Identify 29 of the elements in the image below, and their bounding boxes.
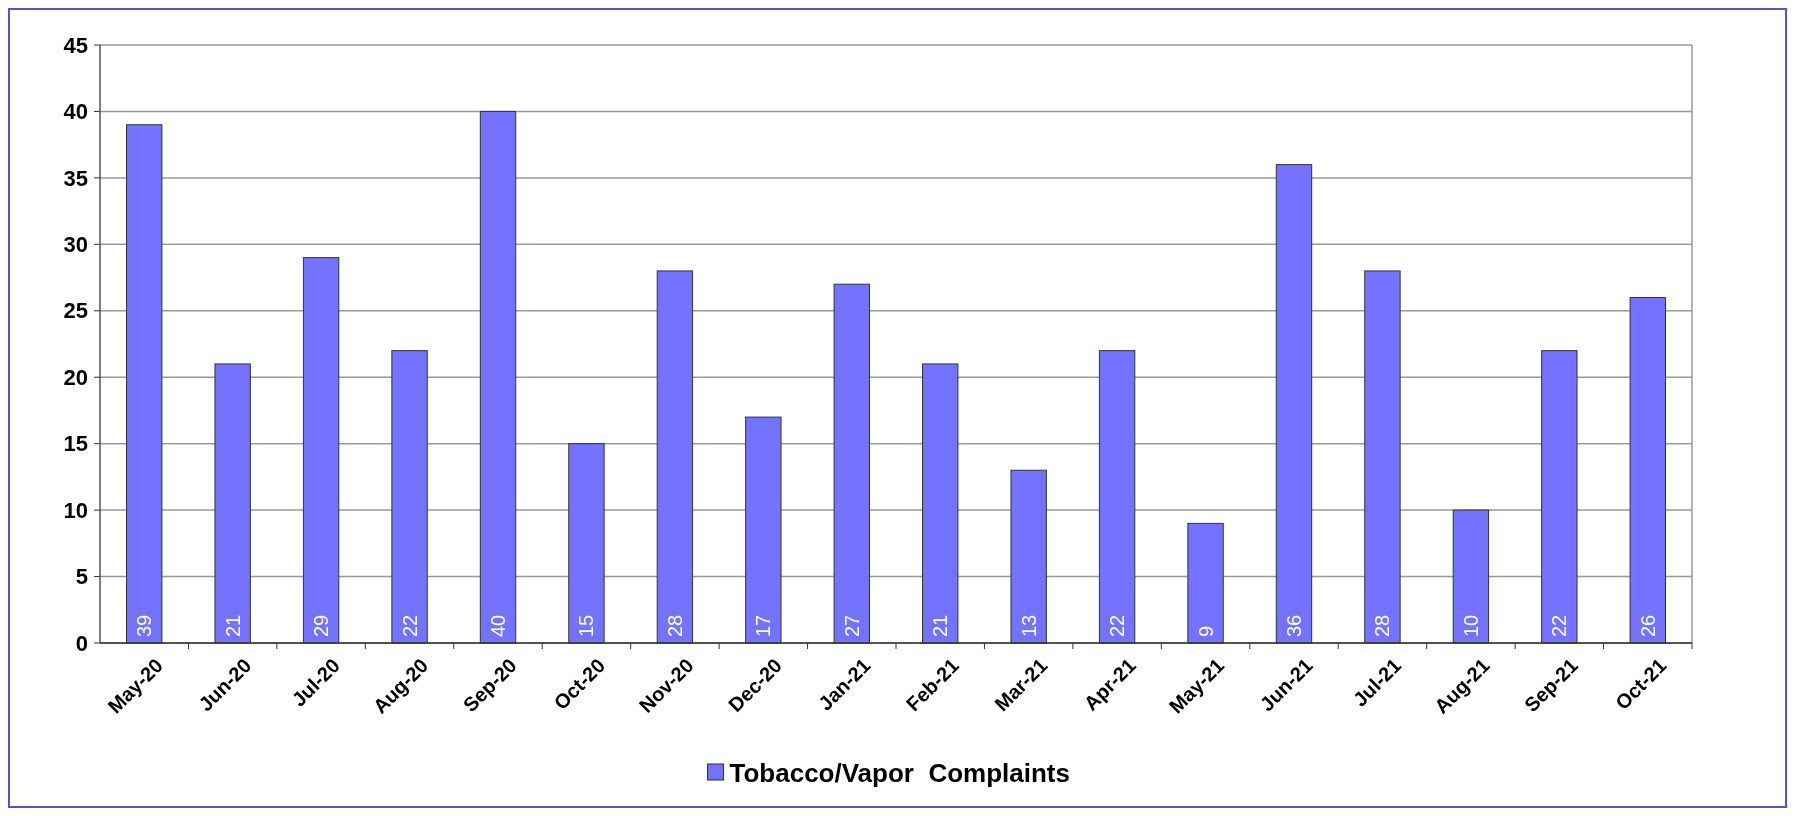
- y-tick-label: 35: [63, 165, 88, 191]
- y-tick-label: 30: [63, 232, 88, 258]
- y-tick-label: 40: [63, 99, 88, 125]
- data-label: 26: [1636, 614, 1659, 637]
- legend-label: Tobacco/Vapor Complaints: [729, 758, 1070, 789]
- data-label: 15: [575, 614, 598, 637]
- y-tick-label: 10: [63, 497, 88, 523]
- data-label: 22: [1106, 614, 1129, 637]
- data-label: 27: [840, 614, 863, 637]
- data-label: 39: [133, 614, 156, 637]
- data-label: 40: [487, 614, 509, 637]
- y-tick-label: 15: [63, 431, 88, 457]
- data-label: 29: [310, 614, 333, 637]
- data-label: 28: [663, 614, 686, 637]
- y-tick-label: 5: [75, 564, 88, 590]
- data-label: 28: [1371, 614, 1394, 637]
- y-tick-label: 25: [63, 298, 88, 324]
- data-label: 21: [929, 614, 952, 637]
- data-label: 21: [221, 614, 244, 637]
- data-label: 22: [398, 614, 421, 637]
- data-label: 13: [1017, 614, 1040, 637]
- data-label: 36: [1283, 614, 1305, 637]
- data-label: 10: [1459, 614, 1482, 637]
- data-label: 9: [1194, 625, 1217, 637]
- data-label: 17: [752, 614, 775, 637]
- y-tick-label: 20: [63, 364, 88, 390]
- data-label: 22: [1548, 614, 1571, 637]
- y-tick-label: 45: [63, 32, 88, 58]
- y-tick-label: 0: [75, 630, 88, 656]
